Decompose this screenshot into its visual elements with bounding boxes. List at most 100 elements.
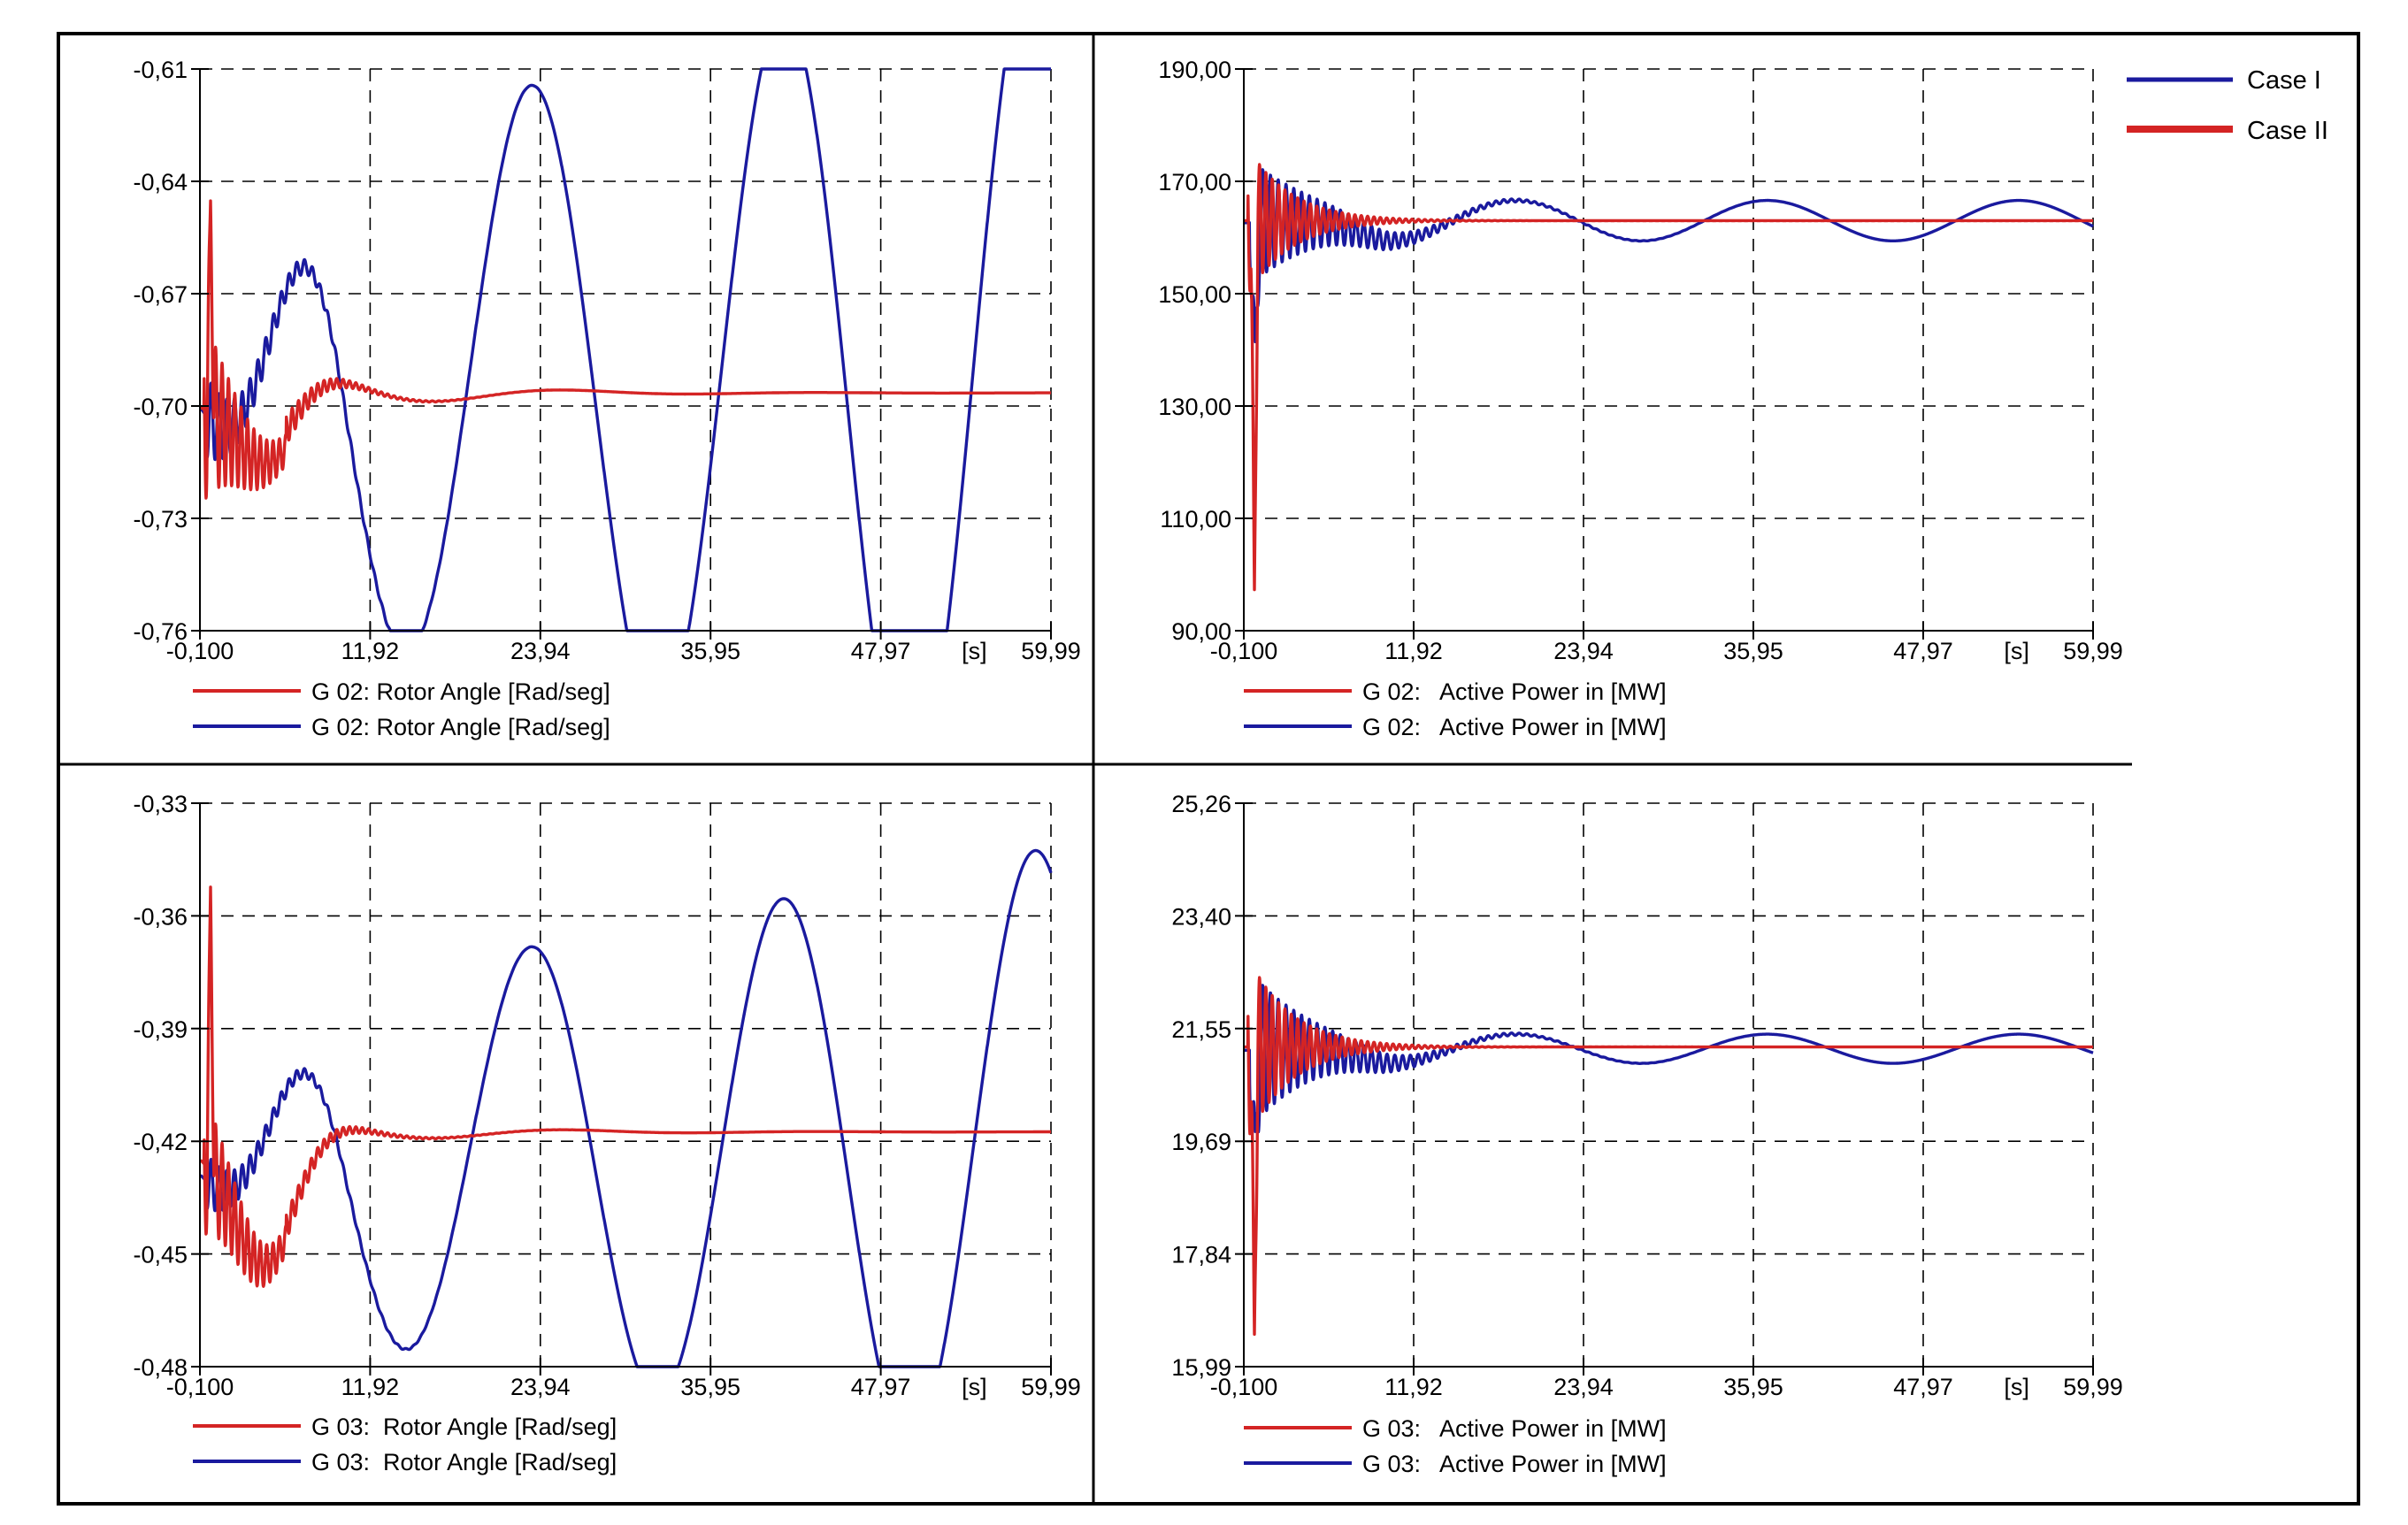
grid <box>200 802 1052 1367</box>
figure-frame <box>57 32 2360 1506</box>
legend-label: G 02: Active Power in [MW] <box>1362 678 1667 705</box>
y-tick-label: -0,67 <box>133 281 188 308</box>
series-line-case-2 <box>1242 976 2095 1337</box>
plot-frame <box>1243 69 2093 632</box>
y-tick-label: -0,39 <box>133 1016 188 1043</box>
y-tick-label: 15,99 <box>1171 1354 1231 1381</box>
x-tick-label: 35,95 <box>680 638 740 664</box>
y-tick-label: -0,64 <box>133 169 188 195</box>
y-tick-label: -0,76 <box>133 618 188 645</box>
y-axis: -0,33 -0,36 -0,39 -0,42 -0,45 -0,48 <box>133 791 209 1381</box>
y-tick-label: 19,69 <box>1171 1129 1231 1155</box>
panel-legend: G 02: Active Power in [MW] G 02: Active P… <box>1244 678 1667 740</box>
chart-g03-rotor-angle: -0,33 -0,36 -0,39 -0,42 -0,45 -0,48 -0,100 11,… <box>133 791 1080 1475</box>
series-group <box>1242 976 2095 1337</box>
legend-label: G 03: Rotor Angle [Rad/seg] <box>311 1449 617 1475</box>
x-tick-label: 35,95 <box>1723 638 1783 664</box>
grid <box>200 68 1052 631</box>
legend-label: G 03: Rotor Angle [Rad/seg] <box>311 1414 617 1440</box>
panel-legend: G 03: Rotor Angle [Rad/seg] G 03: Rotor A… <box>193 1414 617 1475</box>
grid <box>1244 802 2094 1367</box>
legend-label: G 02: Rotor Angle [Rad/seg] <box>311 678 610 705</box>
y-tick-label: -0,42 <box>133 1129 188 1155</box>
chart-g02-rotor-angle: -0,61 -0,64 -0,67 -0,70 -0,73 -0,76 -0,100 11,… <box>133 57 1080 740</box>
y-tick-label: -0,36 <box>133 903 188 930</box>
y-tick-label: -0,45 <box>133 1242 188 1268</box>
y-tick-label: -0,73 <box>133 506 188 533</box>
legend-label-case-2: Case II <box>2247 117 2328 145</box>
y-axis: -0,61 -0,64 -0,67 -0,70 -0,73 -0,76 <box>133 57 209 645</box>
panel-legend: G 03: Active Power in [MW] G 03: Active P… <box>1244 1415 1667 1477</box>
y-tick-label: -0,33 <box>133 791 188 817</box>
x-tick-label: 11,92 <box>341 638 400 664</box>
x-tick-label: 23,94 <box>510 638 571 664</box>
x-tick-label: 35,95 <box>680 1374 740 1400</box>
x-tick-label: 47,97 <box>851 638 911 664</box>
x-tick-label: 23,94 <box>1553 638 1614 664</box>
series-line-case-1 <box>198 848 1053 1368</box>
legend-label: G 02: Rotor Angle [Rad/seg] <box>311 714 610 740</box>
plot-frame <box>199 69 1051 632</box>
x-unit-label: [s] <box>962 1374 987 1400</box>
series-line-case-1 <box>198 67 1053 632</box>
x-axis: -0,100 11,92 23,94 35,95 47,97 59,99 [s] <box>1210 1358 2123 1400</box>
y-tick-label: -0,61 <box>133 57 188 83</box>
x-tick-label: -0,100 <box>166 1374 234 1400</box>
y-axis: 25,26 23,40 21,55 19,69 17,84 15,99 <box>1171 791 1253 1381</box>
x-tick-label: 59,99 <box>1021 1374 1081 1400</box>
grid <box>1244 68 2094 631</box>
series-line-case-1 <box>1242 168 2095 343</box>
x-axis: -0,100 11,92 23,94 35,95 47,97 59,99 [s] <box>1210 622 2123 664</box>
y-axis: 190,00 170,00 150,00 130,00 110,00 90,00 <box>1158 57 1253 645</box>
y-tick-label: 130,00 <box>1158 394 1231 420</box>
x-tick-label: -0,100 <box>1210 638 1278 664</box>
x-tick-label: 47,97 <box>1893 1374 1953 1400</box>
x-tick-label: 59,99 <box>2063 1374 2123 1400</box>
chart-g03-active-power: 25,26 23,40 21,55 19,69 17,84 15,99 -0,100 11,… <box>1171 791 2122 1477</box>
x-tick-label: -0,100 <box>166 638 234 664</box>
x-tick-label: 23,94 <box>510 1374 571 1400</box>
y-tick-label: 21,55 <box>1171 1016 1231 1043</box>
x-tick-label: 23,94 <box>1553 1374 1614 1400</box>
legend-label: G 03: Active Power in [MW] <box>1362 1451 1667 1477</box>
x-axis: -0,100 11,92 23,94 35,95 47,97 59,99 [s] <box>166 622 1081 664</box>
y-tick-label: 170,00 <box>1158 169 1231 195</box>
series-group <box>198 848 1053 1368</box>
y-tick-label: -0,70 <box>133 394 188 420</box>
legend-label: G 03: Active Power in [MW] <box>1362 1415 1667 1442</box>
x-tick-label: 47,97 <box>851 1374 911 1400</box>
plot-frame <box>1243 803 2093 1368</box>
series-line-case-2 <box>198 885 1053 1288</box>
y-tick-label: 110,00 <box>1160 506 1231 533</box>
panel-legend: G 02: Rotor Angle [Rad/seg] G 02: Rotor A… <box>193 678 610 740</box>
y-tick-label: 150,00 <box>1158 281 1231 308</box>
y-tick-label: 23,40 <box>1171 903 1231 930</box>
x-tick-label: 35,95 <box>1723 1374 1783 1400</box>
global-legend: Case I Case II <box>2127 66 2328 145</box>
x-tick-label: 11,92 <box>1384 1374 1443 1400</box>
x-tick-label: 11,92 <box>341 1374 400 1400</box>
x-unit-label: [s] <box>2004 638 2029 664</box>
x-tick-label: 59,99 <box>2063 638 2123 664</box>
chart-g02-active-power: 190,00 170,00 150,00 130,00 110,00 90,00 -0,1… <box>1158 57 2122 740</box>
series-line-case-1 <box>1242 984 2095 1135</box>
x-axis: -0,100 11,92 23,94 35,95 47,97 59,99 [s] <box>166 1358 1081 1400</box>
plot-frame <box>199 803 1051 1368</box>
series-line-case-2 <box>198 199 1053 500</box>
legend-label: G 02: Active Power in [MW] <box>1362 714 1667 740</box>
y-tick-label: -0,48 <box>133 1354 188 1381</box>
series-group <box>198 67 1053 632</box>
x-tick-label: 47,97 <box>1893 638 1953 664</box>
y-tick-label: 190,00 <box>1158 57 1231 83</box>
y-tick-label: 90,00 <box>1171 618 1231 645</box>
x-unit-label: [s] <box>962 638 987 664</box>
y-tick-label: 17,84 <box>1171 1242 1231 1268</box>
series-group <box>1242 163 2095 592</box>
x-unit-label: [s] <box>2004 1374 2029 1400</box>
x-tick-label: -0,100 <box>1210 1374 1278 1400</box>
y-tick-label: 25,26 <box>1171 791 1231 817</box>
x-tick-label: 59,99 <box>1021 638 1081 664</box>
legend-label-case-1: Case I <box>2247 66 2321 95</box>
series-line-case-2 <box>1242 163 2095 592</box>
